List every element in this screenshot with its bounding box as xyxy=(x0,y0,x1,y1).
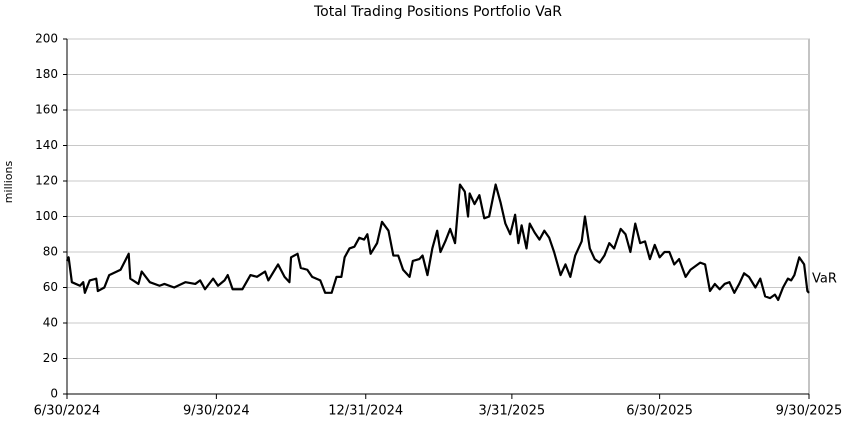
x-tick-label: 6/30/2024 xyxy=(34,404,101,419)
y-tick-label: 200 xyxy=(35,32,58,46)
line xyxy=(65,183,810,302)
y-tick-label: 120 xyxy=(35,174,58,188)
y-tick-label: 180 xyxy=(35,67,58,81)
chart-title: Total Trading Positions Portfolio VaR xyxy=(313,4,562,20)
y-tick-label: 160 xyxy=(35,103,58,117)
y-axis-label: millions xyxy=(2,161,15,204)
y-tick-label: 60 xyxy=(43,280,58,294)
x-tick-label: 6/30/2025 xyxy=(626,404,693,419)
x-tick-label: 3/31/2025 xyxy=(479,404,546,419)
series-label: VaR xyxy=(812,271,837,286)
y-tick-label: 0 xyxy=(50,387,58,401)
y-tick-label: 40 xyxy=(43,316,58,330)
y-tick-label: 100 xyxy=(35,209,58,223)
x-tick-label: 12/31/2024 xyxy=(328,404,403,419)
y-tick-label: 140 xyxy=(35,138,58,152)
x-tick-label: 9/30/2024 xyxy=(183,404,250,419)
x-tick-label: 9/30/2025 xyxy=(776,404,843,419)
y-tick-label: 20 xyxy=(43,351,58,365)
y-tick-label: 80 xyxy=(43,245,58,259)
